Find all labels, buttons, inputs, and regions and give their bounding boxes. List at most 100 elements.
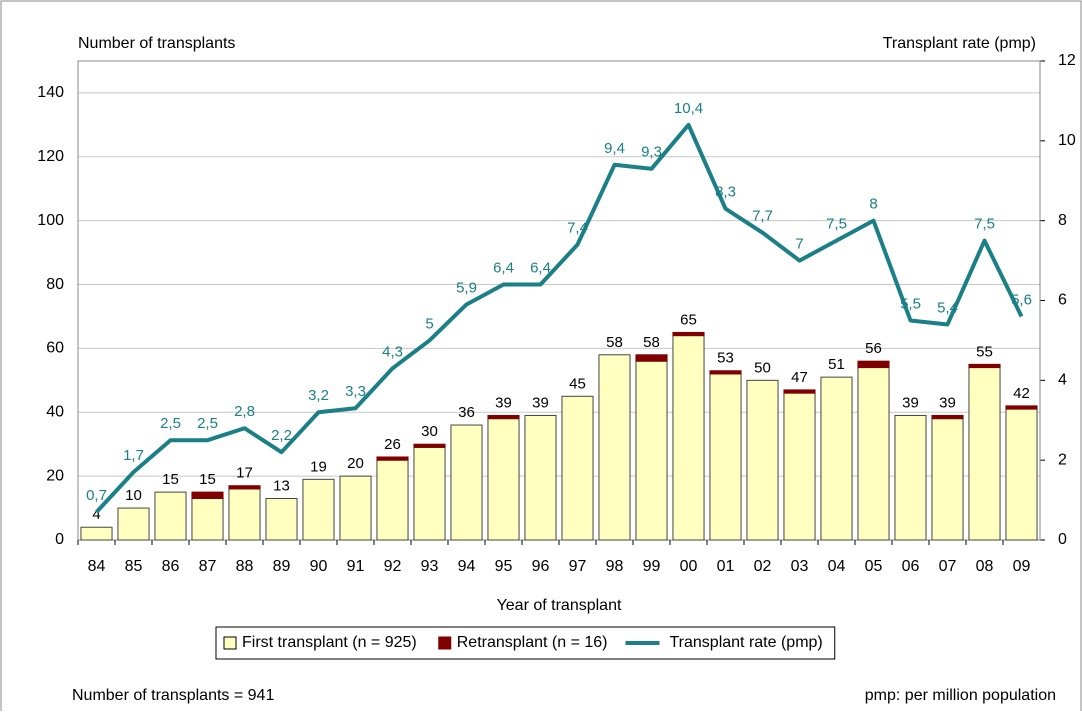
x-tick-label: 95 <box>495 558 513 575</box>
x-tick-label: 03 <box>791 558 809 575</box>
bar <box>524 414 557 541</box>
total-label: 53 <box>717 350 734 367</box>
x-tick-label: 06 <box>902 558 920 575</box>
y2-tick-label: 2 <box>1058 451 1067 468</box>
data-label: 8 <box>869 196 877 213</box>
data-label: 7 <box>795 236 803 253</box>
bar <box>376 456 409 461</box>
x-tick-label: 99 <box>643 558 661 575</box>
y-tick-label: 100 <box>37 212 64 229</box>
line <box>95 122 1024 514</box>
bar <box>820 376 853 541</box>
legend-swatch <box>223 636 237 650</box>
y-axis-title: Number of transplants <box>78 35 235 52</box>
x-tick-label: 97 <box>569 558 587 575</box>
bar <box>228 488 261 541</box>
total-label: 58 <box>606 334 623 351</box>
legend-label: First transplant (n = 925) <box>242 634 417 651</box>
bar <box>709 370 742 375</box>
data-label: 9,4 <box>604 140 625 157</box>
x-tick-label: 04 <box>828 558 846 575</box>
total-label: 19 <box>310 458 327 475</box>
bar <box>302 478 335 541</box>
bar <box>80 526 113 541</box>
bar <box>413 443 446 448</box>
data-label: 0,7 <box>86 487 107 504</box>
y2-tick-label: 4 <box>1058 372 1067 389</box>
bar <box>487 414 520 420</box>
total-label: 30 <box>421 423 438 440</box>
bar <box>561 395 594 541</box>
y-tick-label: 0 <box>55 531 64 548</box>
y2-axis-title: Transplant rate (pmp) <box>883 35 1036 52</box>
x-tick-label: 94 <box>458 558 476 575</box>
data-label: 7,5 <box>974 216 995 233</box>
x-tick-label: 87 <box>199 558 217 575</box>
x-tick-label: 98 <box>606 558 624 575</box>
legend-box <box>215 626 836 660</box>
x-tick-label: 96 <box>532 558 550 575</box>
bar <box>450 424 483 541</box>
total-label: 39 <box>939 394 956 411</box>
x-tick-label: 93 <box>421 558 439 575</box>
bar <box>931 418 964 541</box>
bar <box>968 363 1001 369</box>
bar <box>228 485 261 490</box>
data-label: 5 <box>425 315 433 332</box>
bar <box>117 507 150 541</box>
bar <box>746 379 779 541</box>
bar <box>413 446 446 541</box>
data-label: 10,4 <box>674 100 703 117</box>
bar <box>635 354 668 362</box>
bar <box>1005 408 1038 541</box>
data-label: 2,5 <box>160 415 181 432</box>
total-label: 45 <box>569 375 586 392</box>
data-label: 7,5 <box>826 216 847 233</box>
data-label: 5,9 <box>456 279 477 296</box>
total-label: 51 <box>828 356 845 373</box>
x-tick-label: 89 <box>273 558 291 575</box>
x-tick-label: 88 <box>236 558 254 575</box>
total-label: 39 <box>532 394 549 411</box>
total-label: 36 <box>458 404 475 421</box>
y2-tick-label: 0 <box>1058 531 1067 548</box>
y-tick-label: 40 <box>46 403 64 420</box>
x-tick-label: 01 <box>717 558 735 575</box>
x-tick-label: 90 <box>310 558 328 575</box>
bar <box>672 331 705 337</box>
bar <box>191 497 224 541</box>
total-label: 13 <box>273 477 290 494</box>
y-tick-label: 60 <box>46 340 64 357</box>
bar <box>1005 405 1038 410</box>
x-tick-label: 05 <box>865 558 883 575</box>
total-label: 47 <box>791 369 808 386</box>
y-tick-label: 140 <box>37 84 64 101</box>
footnote: pmp: per million population <box>865 687 1056 704</box>
x-tick-label: 91 <box>347 558 365 575</box>
data-label: 7,4 <box>567 220 588 237</box>
total-label: 15 <box>162 471 179 488</box>
total-label: 50 <box>754 359 771 376</box>
bar <box>931 414 964 420</box>
total-label: 42 <box>1013 385 1030 402</box>
y-tick-label: 20 <box>46 467 64 484</box>
y-tick-label: 120 <box>37 148 64 165</box>
bar <box>265 497 298 541</box>
bar <box>154 491 187 541</box>
data-label: 6,4 <box>530 260 551 277</box>
bar <box>672 335 705 541</box>
y2-tick-label: 6 <box>1058 292 1067 309</box>
bar <box>783 392 816 541</box>
total-label: 26 <box>384 436 401 453</box>
bar <box>857 360 890 369</box>
y2-tick-label: 12 <box>1058 52 1076 69</box>
data-label: 5,4 <box>937 299 958 316</box>
x-tick-label: 85 <box>125 558 143 575</box>
total-label: 55 <box>976 343 993 360</box>
total-label: 20 <box>347 455 364 472</box>
grid <box>78 92 1040 477</box>
total-label: 15 <box>199 471 216 488</box>
x-tick-label: 84 <box>88 558 106 575</box>
total-label: 17 <box>236 465 253 482</box>
